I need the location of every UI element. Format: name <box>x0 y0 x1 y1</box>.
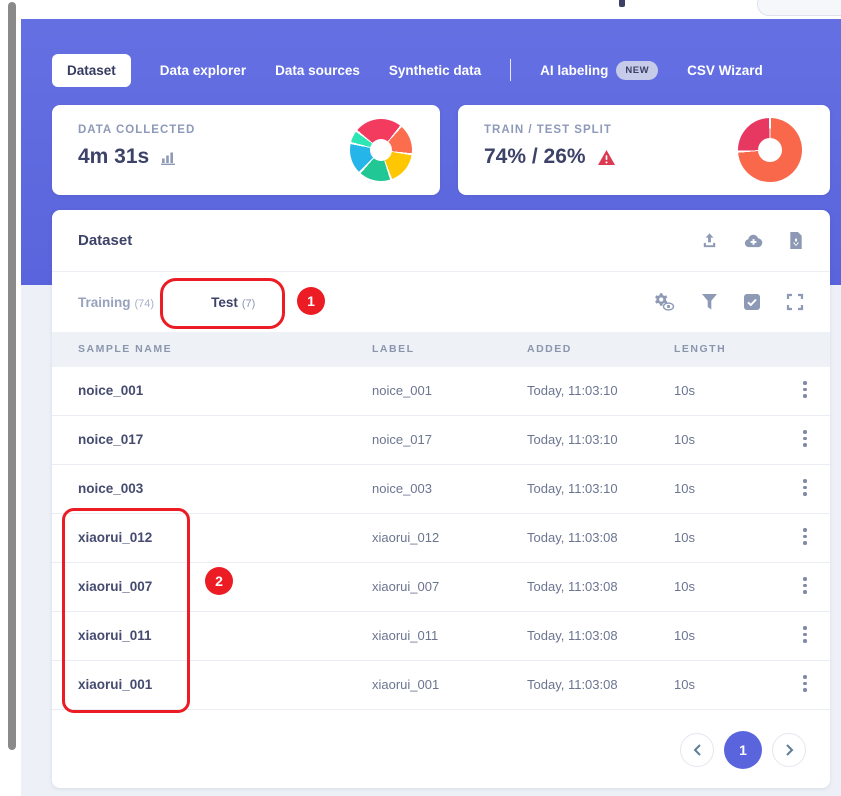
table-row[interactable]: xiaorui_007 xiaorui_007 Today, 11:03:08 … <box>52 563 830 612</box>
previous-page-button[interactable] <box>680 733 714 767</box>
kebab-menu-icon[interactable] <box>798 577 812 597</box>
sample-length: 10s <box>674 628 695 643</box>
sample-label: xiaorui_001 <box>372 677 440 692</box>
sample-length: 10s <box>674 530 695 545</box>
tab-csv-wizard[interactable]: CSV Wizard <box>687 62 763 78</box>
sample-length: 10s <box>674 432 695 447</box>
train-test-split-value: 74% / 26% <box>484 145 586 168</box>
tab-ai-labeling[interactable]: AI labeling NEW <box>540 60 659 80</box>
kebab-menu-icon[interactable] <box>798 381 812 401</box>
tab-test-label: Test <box>211 294 238 310</box>
column-header-length: LENGTH <box>674 343 727 355</box>
data-collected-donut-chart <box>350 119 412 181</box>
cutoff-text-fragment <box>619 0 625 7</box>
file-export-icon[interactable] <box>788 231 804 250</box>
tab-training-count: (74) <box>134 297 155 310</box>
kebab-menu-icon[interactable] <box>798 479 812 499</box>
filter-icon[interactable] <box>701 293 718 311</box>
gear-eye-icon[interactable] <box>652 292 676 312</box>
table-row[interactable]: noice_017 noice_017 Today, 11:03:10 10s <box>52 416 830 465</box>
vertical-scrollbar[interactable] <box>8 2 16 750</box>
sample-tabs-row: Training (74) Test (7) <box>52 272 830 332</box>
sample-name: noice_001 <box>78 383 144 398</box>
sample-added: Today, 11:03:08 <box>527 579 618 594</box>
column-header-sample-name: SAMPLE NAME <box>78 343 173 355</box>
tab-training[interactable]: Training (74) <box>78 295 154 310</box>
column-header-added: ADDED <box>527 343 572 355</box>
sample-added: Today, 11:03:08 <box>527 530 618 545</box>
table-header-row: SAMPLE NAME LABEL ADDED LENGTH <box>52 332 830 367</box>
panel-title: Dataset <box>78 232 133 249</box>
tab-test-count: (7) <box>241 297 256 310</box>
table-row[interactable]: xiaorui_001 xiaorui_001 Today, 11:03:08 … <box>52 661 830 710</box>
chevron-right-icon <box>785 744 794 756</box>
data-collected-label: DATA COLLECTED <box>78 124 196 136</box>
sample-length: 10s <box>674 383 695 398</box>
tab-test[interactable]: Test (7) <box>211 295 255 310</box>
pagination: 1 <box>680 731 806 769</box>
data-collected-value: 4m 31s <box>78 145 150 168</box>
checkbox-checked-icon[interactable] <box>743 293 761 311</box>
sample-label: noice_017 <box>372 432 432 447</box>
cloud-add-icon[interactable] <box>743 231 764 250</box>
sample-label: xiaorui_012 <box>372 530 440 545</box>
sample-label: noice_001 <box>372 383 432 398</box>
kebab-menu-icon[interactable] <box>798 430 812 450</box>
dataset-panel-header: Dataset <box>52 210 830 272</box>
section-nav: Dataset Data explorer Data sources Synth… <box>52 52 829 88</box>
annotation-step-badge: 2 <box>205 567 233 595</box>
kebab-menu-icon[interactable] <box>798 626 812 646</box>
tab-data-explorer[interactable]: Data explorer <box>159 62 247 78</box>
nav-divider <box>510 59 512 81</box>
sample-length: 10s <box>674 579 695 594</box>
column-header-label: LABEL <box>372 343 415 355</box>
dataset-panel: Dataset <box>52 210 830 788</box>
sample-added: Today, 11:03:10 <box>527 481 618 496</box>
next-page-button[interactable] <box>772 733 806 767</box>
kebab-menu-icon[interactable] <box>798 528 812 548</box>
tab-dataset[interactable]: Dataset <box>52 53 131 87</box>
sample-label: xiaorui_007 <box>372 579 440 594</box>
upload-icon[interactable] <box>700 231 719 250</box>
sample-label: xiaorui_011 <box>372 628 439 643</box>
warning-triangle-icon[interactable] <box>597 149 616 166</box>
cutoff-top-button[interactable] <box>757 0 841 16</box>
sample-length: 10s <box>674 481 695 496</box>
table-row[interactable]: xiaorui_012 xiaorui_012 Today, 11:03:08 … <box>52 514 830 563</box>
chevron-left-icon <box>693 744 702 756</box>
table-row[interactable]: xiaorui_011 xiaorui_011 Today, 11:03:08 … <box>52 612 830 661</box>
data-collected-card: DATA COLLECTED 4m 31s <box>52 105 440 195</box>
tab-data-sources[interactable]: Data sources <box>275 62 360 78</box>
sample-name: noice_017 <box>78 432 144 447</box>
sample-name: xiaorui_007 <box>78 579 153 594</box>
sample-added: Today, 11:03:08 <box>527 677 618 692</box>
sample-added: Today, 11:03:08 <box>527 628 618 643</box>
sample-name: xiaorui_001 <box>78 677 153 692</box>
kebab-menu-icon[interactable] <box>798 675 812 695</box>
tab-ai-labeling-label: AI labeling <box>540 62 609 78</box>
tab-training-label: Training <box>78 294 131 310</box>
table-row[interactable]: noice_003 noice_003 Today, 11:03:10 10s <box>52 465 830 514</box>
bar-chart-icon[interactable] <box>160 149 177 166</box>
sample-name: xiaorui_011 <box>78 628 152 643</box>
sample-added: Today, 11:03:10 <box>527 383 618 398</box>
tab-synthetic-data[interactable]: Synthetic data <box>388 62 482 78</box>
train-test-split-donut-chart <box>738 118 802 182</box>
annotation-step-badge: 1 <box>297 287 325 315</box>
expand-icon[interactable] <box>786 293 804 311</box>
table-row[interactable]: noice_001 noice_001 Today, 11:03:10 10s <box>52 367 830 416</box>
train-test-split-card: TRAIN / TEST SPLIT 74% / 26% <box>458 105 830 195</box>
sample-label: noice_003 <box>372 481 432 496</box>
sample-length: 10s <box>674 677 695 692</box>
annotation-box-sample-names <box>62 508 190 713</box>
page-number-button[interactable]: 1 <box>724 731 762 769</box>
annotation-box-test-tab <box>160 278 285 329</box>
sample-name: noice_003 <box>78 481 144 496</box>
sample-added: Today, 11:03:10 <box>527 432 618 447</box>
new-badge: NEW <box>616 60 659 80</box>
sample-name: xiaorui_012 <box>78 530 153 545</box>
train-test-split-label: TRAIN / TEST SPLIT <box>484 124 612 136</box>
